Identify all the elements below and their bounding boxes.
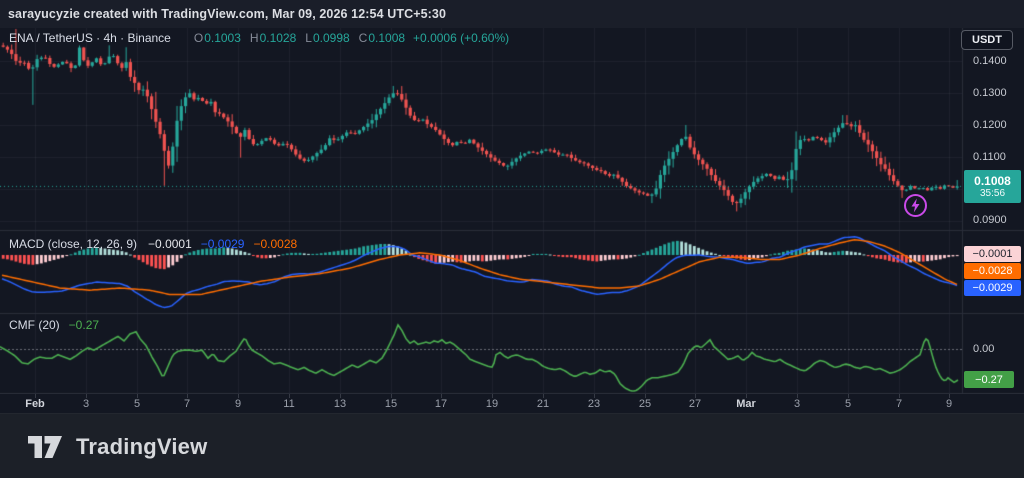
macd-signal-value: −0.0028: [253, 237, 297, 251]
time-axis-label: Feb: [25, 398, 45, 410]
close-label: C: [359, 31, 368, 45]
time-axis-label: 23: [588, 398, 600, 410]
time-axis-label: 25: [639, 398, 651, 410]
cmf-legend[interactable]: CMF (20) −0.27: [9, 317, 99, 333]
macd-axis-badge: −0.0028: [964, 263, 1021, 279]
attribution-bar: sarayucyzie created with TradingView.com…: [0, 0, 1024, 29]
symbol-title[interactable]: ENA / TetherUS · 4h · Binance: [9, 31, 171, 45]
lightning-bolt-icon[interactable]: [903, 193, 928, 218]
macd-label[interactable]: MACD (close, 12, 26, 9): [9, 237, 137, 251]
tradingview-wordmark: TradingView: [76, 434, 207, 460]
open-label: O: [194, 31, 203, 45]
footer-bar: TradingView: [0, 413, 1024, 478]
time-axis-label: 9: [946, 398, 952, 410]
time-axis-label: 19: [486, 398, 498, 410]
high-value: 0.1028: [260, 31, 297, 45]
time-axis-label: 15: [385, 398, 397, 410]
price-axis-label: 0.1200: [973, 117, 1007, 133]
price-axis-label: 0.1300: [973, 85, 1007, 101]
time-axis-label: 3: [794, 398, 800, 410]
symbol-legend[interactable]: ENA / TetherUS · 4h · Binance O 0.1003 H…: [9, 30, 509, 46]
chart-canvas[interactable]: [0, 28, 1024, 394]
time-axis-label: 5: [845, 398, 851, 410]
macd-legend[interactable]: MACD (close, 12, 26, 9) −0.0001 −0.0029 …: [9, 236, 297, 252]
time-axis-label: 7: [184, 398, 190, 410]
macd-axis-badge: −0.0029: [964, 280, 1021, 296]
currency-toggle-button[interactable]: USDT: [961, 30, 1013, 50]
time-axis-label: 27: [689, 398, 701, 410]
time-axis-label: 17: [435, 398, 447, 410]
macd-axis-badge: −0.0001: [964, 246, 1021, 262]
time-axis-label: Mar: [736, 398, 756, 410]
low-label: L: [305, 31, 312, 45]
tradingview-logo-icon: [26, 432, 64, 462]
close-value: 0.1008: [368, 31, 405, 45]
time-axis[interactable]: Feb 3 5 7 9 11 13 15 17 19 21 23 25 27 Mar 3 5 7 9: [0, 394, 1024, 413]
time-axis-label: 13: [334, 398, 346, 410]
high-label: H: [250, 31, 259, 45]
tradingview-logo[interactable]: TradingView: [26, 432, 207, 462]
macd-hist-value: −0.0001: [148, 237, 192, 251]
time-axis-label: 9: [235, 398, 241, 410]
cmf-value-badge: −0.27: [964, 371, 1014, 388]
cmf-value: −0.27: [69, 318, 99, 332]
time-axis-label: 5: [134, 398, 140, 410]
last-price-badge: 0.1008 35:56: [964, 170, 1021, 203]
price-axis-label: 0.1100: [973, 149, 1006, 165]
time-axis-label: 21: [537, 398, 549, 410]
time-axis-label: 7: [896, 398, 902, 410]
cmf-zero-label: 0.00: [973, 341, 994, 357]
cmf-label[interactable]: CMF (20): [9, 318, 60, 332]
price-axis[interactable]: USDT 0.1008 35:56 −0.27 0.1400 0.1300 0.12…: [963, 28, 1024, 394]
last-price-value: 0.1008: [974, 174, 1011, 188]
open-value: 0.1003: [204, 31, 241, 45]
change-value: +0.0006 (+0.60%): [413, 31, 509, 45]
time-axis-label: 3: [83, 398, 89, 410]
price-axis-label: 0.1400: [973, 53, 1007, 69]
time-axis-label: 11: [283, 398, 294, 410]
macd-line-value: −0.0029: [201, 237, 245, 251]
bar-countdown: 35:56: [980, 188, 1005, 200]
attribution-text: sarayucyzie created with TradingView.com…: [8, 7, 446, 21]
price-axis-label: 0.0900: [973, 212, 1007, 228]
low-value: 0.0998: [313, 31, 350, 45]
